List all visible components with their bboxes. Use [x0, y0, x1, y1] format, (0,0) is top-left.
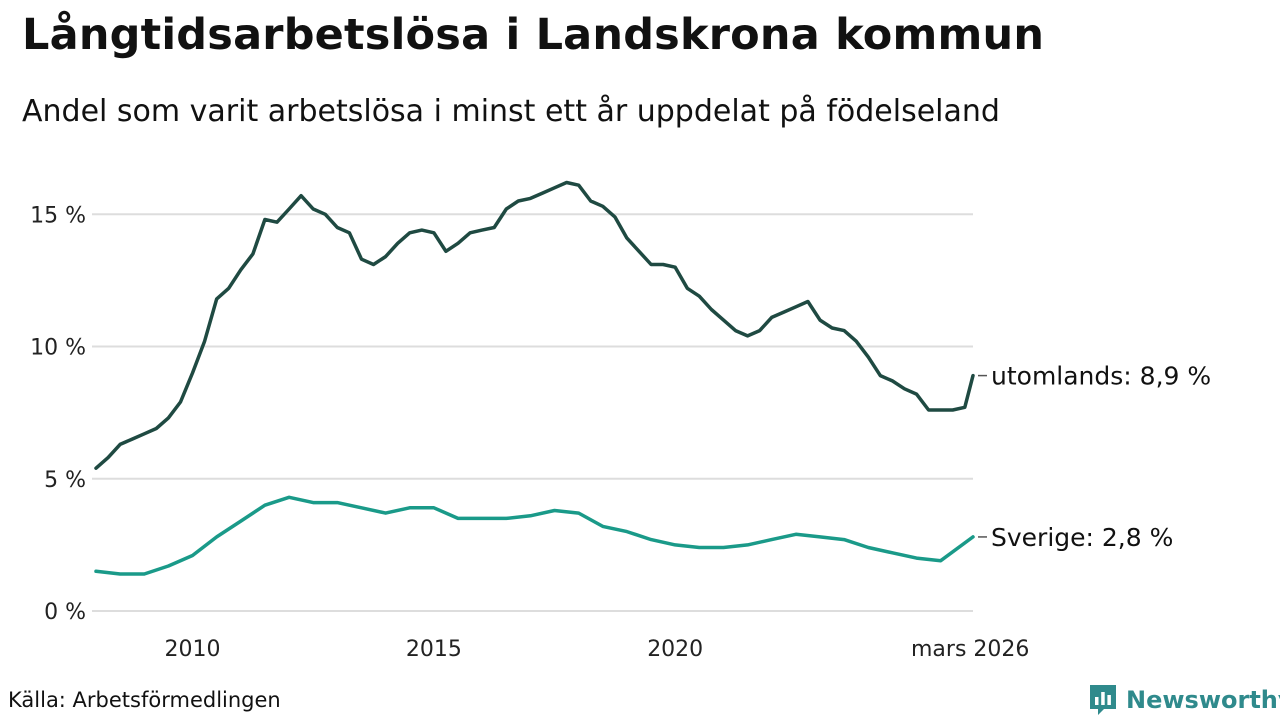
y-tick-label: 10 % — [30, 336, 86, 361]
tick-layer: 0 % 5 % 10 % 15 % 2010 2015 2020 mars 2026 — [30, 203, 1029, 662]
source-note: Källa: Arbetsförmedlingen — [8, 688, 281, 712]
x-tick-label: 2015 — [406, 637, 462, 662]
series-layer — [94, 180, 975, 576]
series-line-sverige — [94, 495, 975, 576]
newsworthy-icon — [1090, 685, 1116, 715]
grid-layer — [92, 213, 973, 612]
brand-logo: Newsworthy — [1088, 683, 1280, 717]
end-label-sverige: Sverige: 2,8 % — [991, 523, 1173, 552]
series-line-utomlands — [94, 180, 975, 470]
chart-title: Långtidsarbetslösa i Landskrona kommun — [22, 10, 1045, 60]
chart-subtitle: Andel som varit arbetslösa i minst ett å… — [22, 94, 1000, 129]
x-tick-label: 2010 — [165, 637, 221, 662]
y-tick-label: 0 % — [44, 600, 86, 625]
y-tick-label: 15 % — [30, 203, 86, 228]
x-tick-label: mars 2026 — [911, 637, 1029, 662]
label-layer: utomlands: 8,9 % Sverige: 2,8 % — [978, 362, 1211, 552]
end-label-utomlands: utomlands: 8,9 % — [991, 362, 1211, 391]
x-tick-label: 2020 — [647, 637, 703, 662]
y-tick-label: 5 % — [44, 468, 86, 493]
brand-name: Newsworthy — [1126, 686, 1280, 714]
